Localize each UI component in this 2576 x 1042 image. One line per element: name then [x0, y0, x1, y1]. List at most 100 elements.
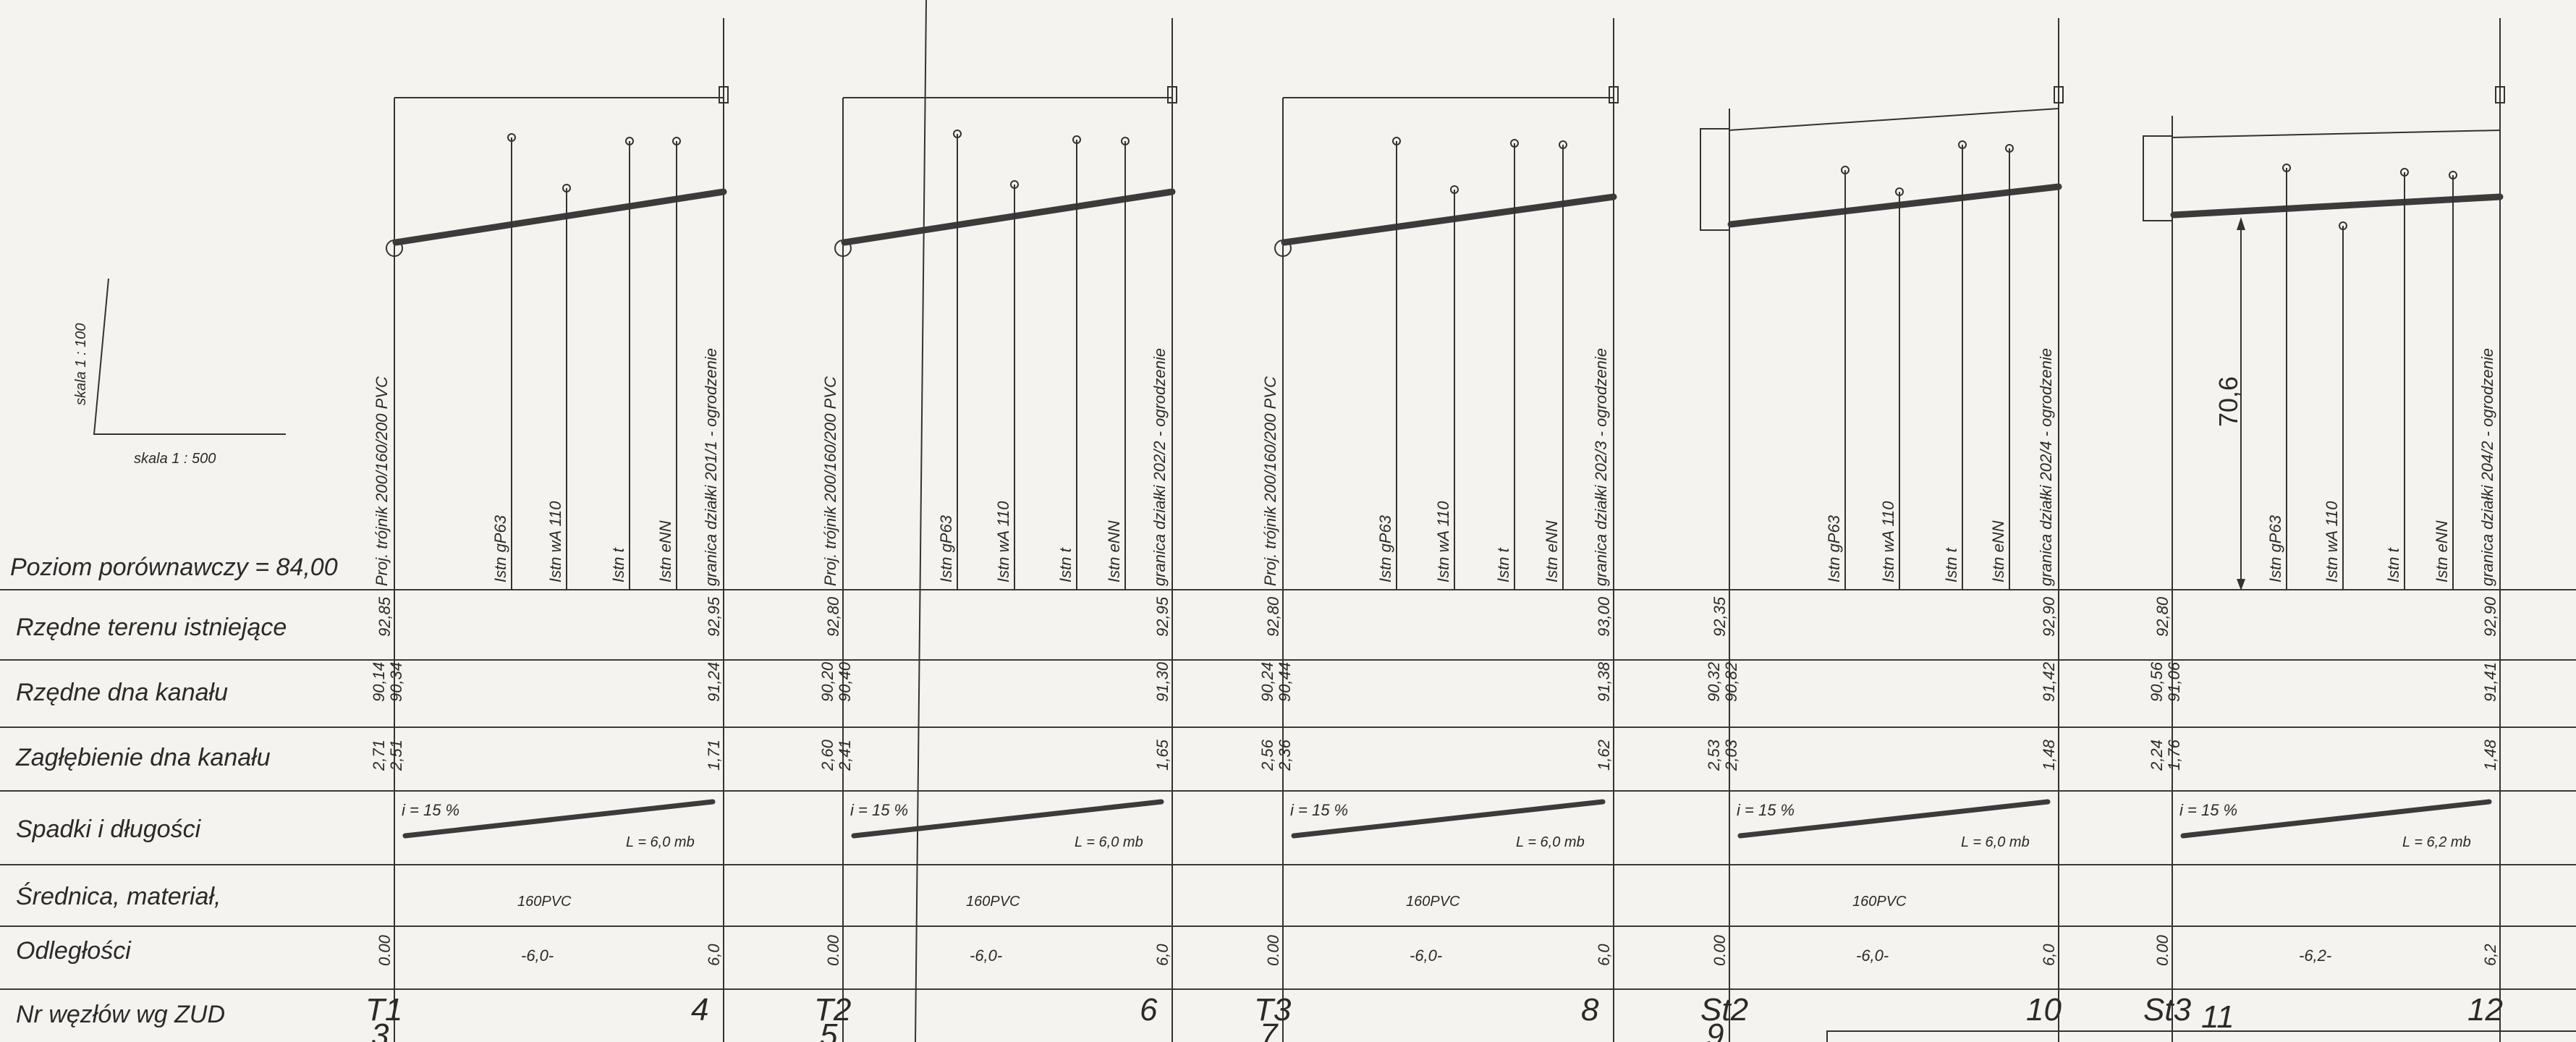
slope-graphic: [1737, 799, 2051, 839]
crossing-label: Istn eNN: [1105, 520, 1123, 583]
start-fitting-label: Proj. trójnik 200/160/200 PVC: [821, 376, 839, 586]
distance-end-value: 6,0: [705, 944, 723, 966]
boundary-label: granica działki 201/1 - ogrodzenie: [702, 348, 720, 586]
depth-start-value: 2,71: [370, 740, 388, 771]
row-label-depth: Zagłębienie dna kanału: [15, 744, 271, 771]
distance-mid-value: -6,0-: [1410, 946, 1442, 965]
crossing-marker: [1895, 187, 1904, 196]
boundary-marker: [719, 86, 729, 103]
depth-start-value: 2,60: [818, 739, 836, 771]
invert-start-value: 90,24: [1258, 662, 1276, 702]
crossing-marker: [562, 184, 571, 192]
row-label-slope: Spadki i długości: [16, 816, 202, 843]
crossing-label: Istn t: [1942, 547, 1960, 583]
invert-start-value-2: 90,34: [387, 662, 405, 702]
crossing-marker: [1958, 140, 1967, 149]
depth-end-value: 1,48: [2040, 739, 2058, 771]
terrain-end-value: 92,90: [2481, 596, 2499, 637]
node-start-label: T2: [814, 992, 851, 1028]
length-value: L = 6,0 mb: [1075, 834, 1143, 850]
node-start-label: T3: [1254, 992, 1292, 1028]
invert-start-value: 90,14: [370, 662, 388, 702]
diameter-value: 160PVC: [1406, 894, 1460, 910]
terrain-end-value: 92,95: [705, 596, 723, 637]
crossing-label: Istn gP63: [937, 514, 955, 583]
node-start-label: St2: [1700, 992, 1748, 1028]
terrain-line: [1729, 108, 2059, 131]
start-fitting-label: Proj. trójnik 200/160/200 PVC: [1261, 376, 1279, 586]
row-label-diameter: Średnica, materiał,: [16, 882, 221, 910]
manhole-symbol: [1700, 128, 1730, 231]
crossing-label: Istn wA 110: [994, 501, 1012, 583]
boundary-marker: [1609, 86, 1619, 103]
depth-start-value-2: 1,76: [2165, 739, 2183, 771]
crossing-marker: [2449, 171, 2457, 179]
slope-graphic: [1291, 799, 1606, 839]
dimension-value: 70,6: [2213, 376, 2243, 427]
profile-section-3: Istn gP63 Istn wA 110 Istn t Istn eNN Proj. …: [1254, 18, 1619, 1042]
crossing-label: Istn wA 110: [2323, 501, 2341, 583]
crossing-label: Istn gP63: [491, 514, 509, 583]
depth-start-value: 2,56: [1258, 739, 1276, 771]
length-value: L = 6,2 mb: [2402, 834, 2471, 850]
sheet-fold-line: [915, 0, 927, 1042]
distance-start-value: 0.00: [824, 934, 842, 966]
node-start-label: T1: [365, 992, 402, 1028]
slope-value: i = 15 %: [850, 801, 908, 819]
invert-start-value: 90,20: [818, 661, 836, 702]
crossing-label: Istn wA 110: [546, 501, 564, 583]
crossing-marker: [507, 133, 516, 142]
boundary-marker: [2495, 86, 2505, 103]
slope-graphic: [851, 799, 1164, 839]
crossing-marker: [2282, 164, 2291, 172]
slope-value: i = 15 %: [2179, 801, 2237, 819]
slope-value: i = 15 %: [1737, 801, 1795, 819]
crossing-label: Istn t: [1494, 547, 1512, 583]
depth-end-value: 1,48: [2481, 739, 2499, 771]
boundary-label: granica działki 202/2 - ogrodzenie: [1151, 348, 1169, 586]
crossing-marker: [1072, 135, 1081, 144]
pipe-line: [1281, 193, 1617, 246]
crossing-marker: [1841, 166, 1850, 174]
crossing-label: Istn gP63: [1376, 514, 1394, 583]
node-start-sub-label: 9: [1706, 1017, 1724, 1042]
boundary-label: granica działki 202/3 - ogrodzenie: [1592, 348, 1610, 586]
depth-end-value: 1,65: [1153, 739, 1172, 771]
scale-indicator: skala 1 : 100 skala 1 : 500: [73, 278, 286, 467]
manhole-symbol: [2143, 135, 2173, 221]
terrain-start-value: 92,80: [824, 596, 842, 637]
diameter-value: 160PVC: [966, 894, 1020, 910]
distance-mid-value: -6,0-: [1856, 946, 1889, 965]
terrain-line: [2172, 130, 2501, 138]
invert-end-value: 91,38: [1595, 661, 1613, 702]
scale-axes: [93, 278, 286, 435]
row-label-datum: Poziom porównawczy = 84,00: [10, 554, 338, 581]
title-block-edge: [1826, 1030, 2576, 1042]
dimension-arrow-bottom: [2237, 579, 2245, 590]
invert-end-value: 91,24: [705, 662, 723, 702]
start-fitting-label: Proj. trójnik 200/160/200 PVC: [373, 376, 391, 586]
invert-start-value-2: 91,06: [2165, 661, 2183, 702]
depth-start-value-2: 2,36: [1276, 739, 1294, 771]
node-end-label: 8: [1581, 992, 1599, 1028]
node-extra-label: 11: [2201, 999, 2234, 1035]
crossing-marker: [1121, 137, 1130, 145]
crossing-label: Istn wA 110: [1434, 501, 1452, 583]
profile-section-4: Istn gP63 Istn wA 110 Istn t Istn eNN granic…: [1700, 18, 2064, 1042]
crossing-marker: [672, 137, 681, 145]
dimension-arrow-top: [2237, 217, 2245, 230]
distance-start-value: 0.00: [376, 934, 394, 966]
crossing-label: Istn wA 110: [1879, 501, 1897, 583]
row-label-nodes: Nr węzłów wg ZUD: [16, 1001, 225, 1028]
node-start-label: St3: [2143, 992, 2192, 1028]
crossing-marker: [2005, 144, 2014, 153]
terrain-start-value: 92,85: [376, 596, 394, 637]
row-label-distance: Odległości: [16, 937, 132, 965]
pipe-line: [2170, 193, 2504, 219]
length-value: L = 6,0 mb: [626, 834, 695, 850]
depth-end-value: 1,71: [705, 740, 723, 771]
node-start-sub-label: 3: [371, 1017, 389, 1042]
terrain-end-value: 92,95: [1153, 596, 1172, 637]
boundary-label: granica działki 204/2 - ogrodzenie: [2478, 348, 2496, 586]
